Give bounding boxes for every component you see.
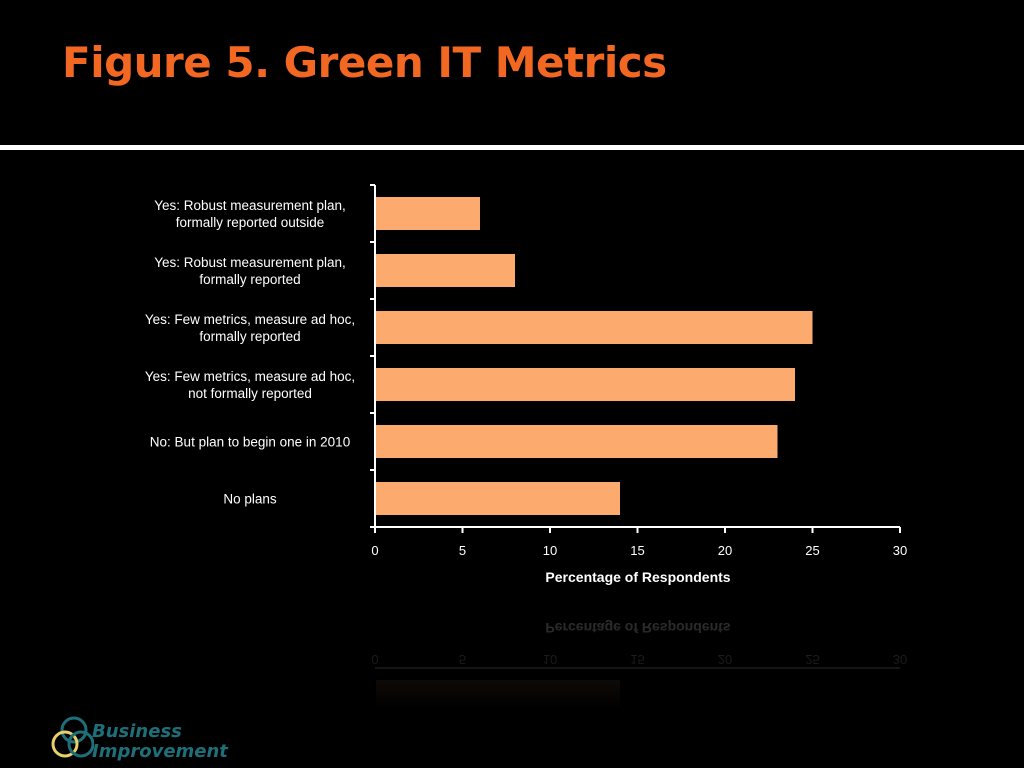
reflection-group: Percentage of Respondents 0 5 10 15 20 25 30 — [371, 620, 907, 713]
category-label-1: Yes: Robust measurement plan, formally re… — [154, 255, 346, 287]
reflection-tick-4: 20 — [718, 652, 732, 667]
category-label-5: No plans — [223, 492, 277, 507]
reflection-tick-2: 10 — [543, 652, 557, 667]
reflection-tick-0: 0 — [371, 652, 378, 667]
reflection-tick-6: 30 — [893, 652, 907, 667]
x-tick-labels: 0 5 10 15 20 25 30 — [371, 543, 907, 558]
bar-2 — [376, 311, 813, 344]
category-label-3: Yes: Few metrics, measure ad hoc, not for… — [145, 369, 355, 401]
x-tick-label-2: 10 — [543, 543, 557, 558]
x-tick-label-3: 15 — [630, 543, 644, 558]
x-tick-label-5: 25 — [805, 543, 819, 558]
reflection-tick-1: 5 — [459, 652, 466, 667]
rings-icon — [51, 716, 94, 758]
title-divider — [0, 145, 1024, 150]
bar-4 — [376, 425, 778, 458]
x-tick-label-4: 20 — [718, 543, 732, 558]
x-axis-title: Percentage of Respondents — [545, 569, 730, 585]
bar-5 — [376, 482, 620, 515]
slide-title: Figure 5. Green IT Metrics — [62, 38, 667, 87]
category-label-2: Yes: Few metrics, measure ad hoc, formall… — [145, 312, 355, 344]
category-label-4: No: But plan to begin one in 2010 — [150, 435, 350, 450]
reflection-tick-3: 15 — [630, 652, 644, 667]
bar-1 — [376, 254, 515, 287]
category-label-0: Yes: Robust measurement plan, formally re… — [154, 198, 346, 230]
reflection-bar — [376, 680, 620, 713]
logo-text-line1: Business — [92, 721, 182, 742]
reflection-x-title: Percentage of Respondents — [545, 620, 730, 636]
bar-3 — [376, 368, 795, 401]
x-tick-label-1: 5 — [459, 543, 466, 558]
reflection-tick-5: 25 — [805, 652, 819, 667]
logo-text-line2: Improvement — [92, 741, 228, 762]
bars-group — [376, 197, 813, 515]
axes-group — [370, 184, 901, 533]
category-labels: Yes: Robust measurement plan, formally re… — [145, 198, 355, 507]
x-tick-label-6: 30 — [893, 543, 907, 558]
bar-0 — [376, 197, 480, 230]
x-tick-label-0: 0 — [371, 543, 378, 558]
business-improvement-logo: Business Improvement — [50, 714, 270, 764]
